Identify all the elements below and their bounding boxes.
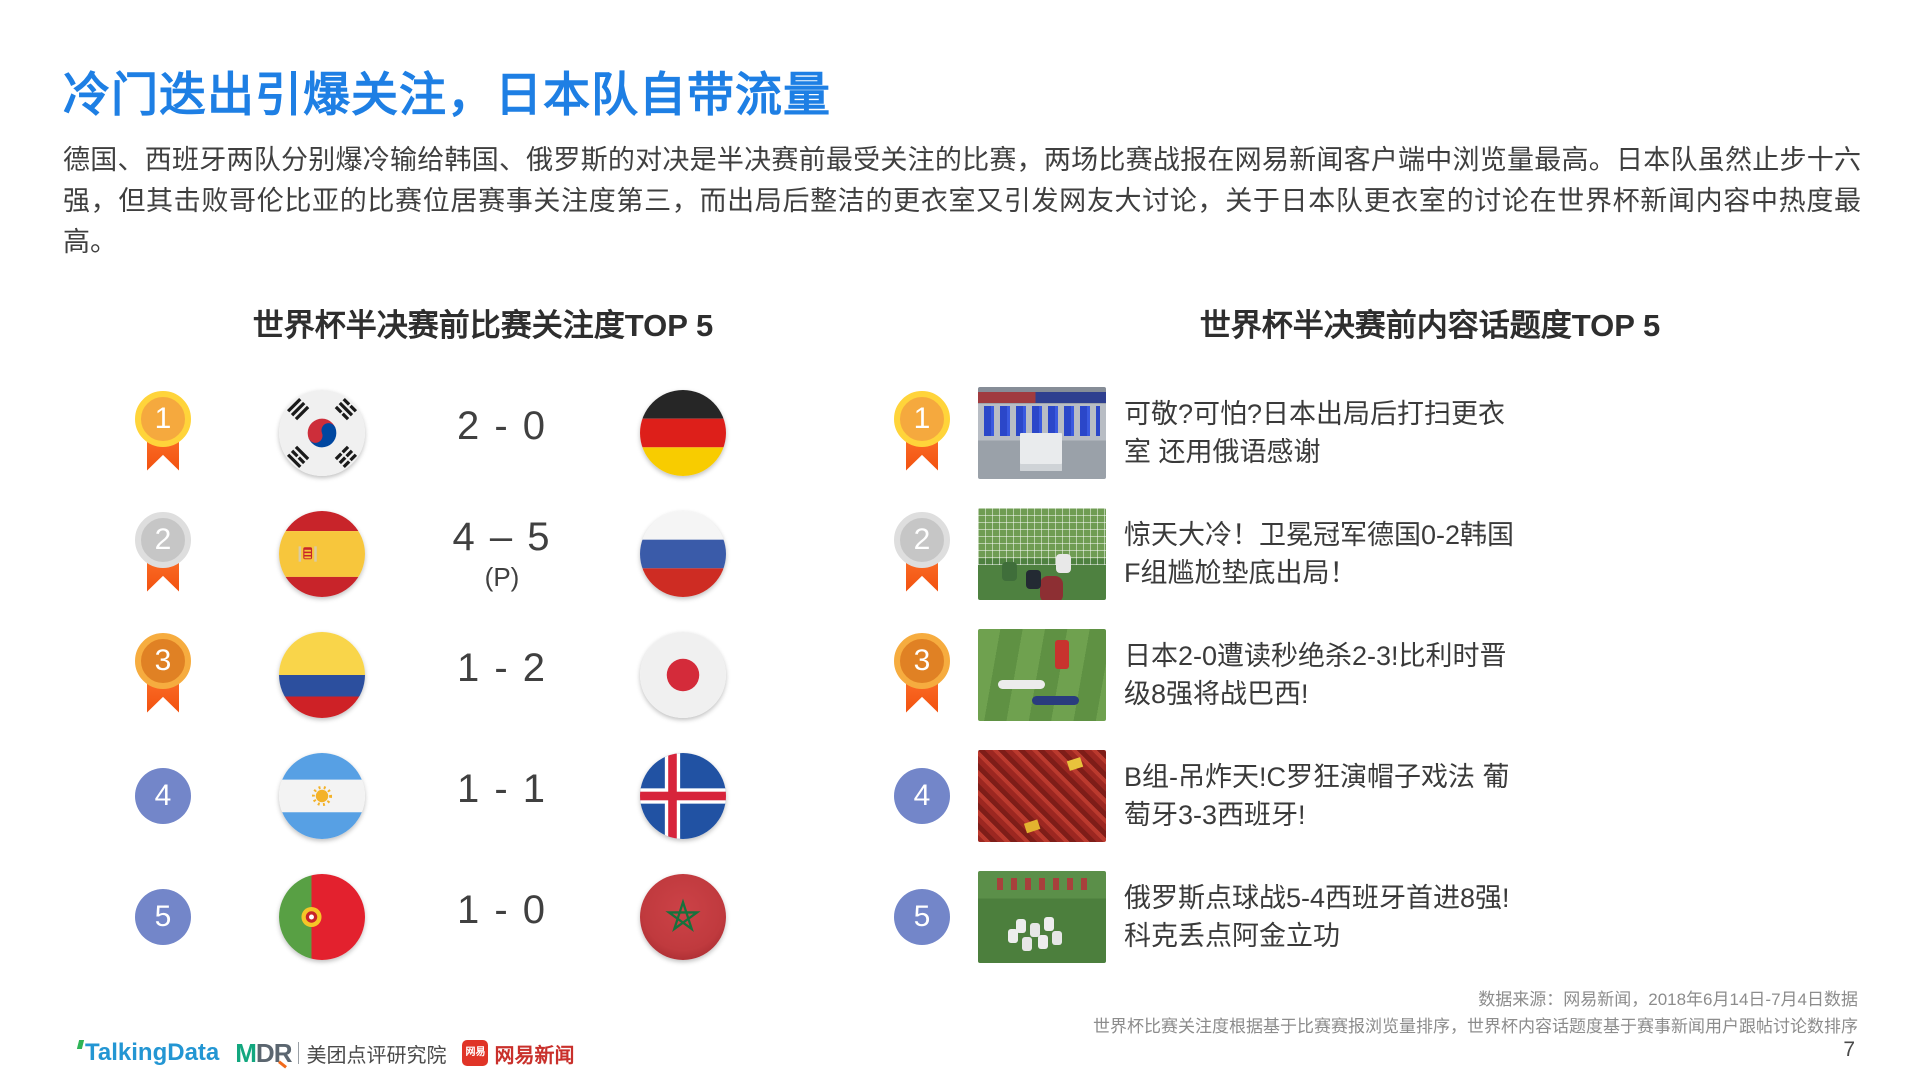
meituan-dianping-institute-logo: MDR 美团点评研究院: [235, 1038, 446, 1069]
flag-iceland-icon: [640, 752, 726, 839]
match-row-2: 2 4 – 5 (P): [75, 493, 755, 614]
topic-rank-1-medal-icon: 1: [894, 390, 950, 475]
germany-korea-match-photo: [978, 507, 1106, 600]
source-line-2: 世界杯比赛关注度根据基于比赛赛报浏览量排序，世界杯内容话题度基于赛事新闻用户跟帖…: [1093, 1017, 1858, 1036]
japan-locker-room-photo: [978, 386, 1106, 479]
meituan-institute-label: 美团点评研究院: [306, 1044, 447, 1067]
match-row-5: 5 1 - 0: [75, 856, 755, 977]
flag-morocco-icon: [640, 873, 726, 960]
flag-spain-icon: [279, 510, 365, 597]
topic-rank-5-badge: 5: [894, 888, 950, 945]
summary-paragraph: 德国、西班牙两队分别爆冷输给韩国、俄罗斯的对决是半决赛前最受关注的比赛，两场比赛…: [63, 145, 1861, 257]
topic-rank-3-medal-icon: 3: [894, 632, 950, 717]
flag-argentina-icon: [279, 752, 365, 839]
flag-russia-icon: [640, 510, 726, 597]
footer-logos: TalkingData MDR 美团点评研究院 网易 网易新闻: [76, 1038, 574, 1069]
flag-colombia-icon: [279, 631, 365, 718]
russia-penalty-celebration-photo: [978, 870, 1106, 963]
score-5: 1 - 0: [456, 888, 548, 932]
topic-ranking-title: 世界杯半决赛前内容话题度TOP 5: [1199, 308, 1661, 343]
rank-2-medal-icon: 2: [135, 511, 191, 596]
netease-news-logo: 网易 网易新闻: [462, 1039, 574, 1068]
page-title: 冷门迭出引爆关注，日本队自带流量: [63, 68, 831, 121]
score-1: 2 - 0: [456, 404, 548, 448]
score-3: 1 - 2: [456, 646, 548, 690]
match-row-3: 3 1 - 2: [75, 614, 755, 735]
mdr-mark-icon: MDR: [235, 1037, 292, 1068]
topic-row-5: 5 俄罗斯点球战5-4西班牙首进8强!科克丢点阿金立功: [872, 856, 1542, 977]
topic-rank-4-badge: 4: [894, 767, 950, 824]
topic-row-3: 3 日本2-0遭读秒绝杀2-3!比利时晋级8强将战巴西!: [872, 614, 1542, 735]
flag-portugal-icon: [279, 873, 365, 960]
match-row-1: 1 2 - 0: [75, 372, 755, 493]
flag-south-korea-icon: [279, 389, 365, 476]
rank-3-medal-icon: 3: [135, 632, 191, 717]
news-title-5: 俄罗斯点球战5-4西班牙首进8强!科克丢点阿金立功: [1124, 882, 1510, 951]
match-ranking-title: 世界杯半决赛前比赛关注度TOP 5: [252, 308, 714, 343]
logo-divider: [298, 1042, 300, 1064]
match-row-4: 4 1 - 1: [75, 735, 755, 856]
talkingdata-tick-icon: [76, 1040, 85, 1049]
flag-japan-icon: [640, 631, 726, 718]
match-ranking-list: 1 2 - 0 2: [75, 372, 755, 977]
page-number: 7: [1843, 1038, 1855, 1061]
score-2: 4 – 5 (P): [452, 514, 552, 592]
flag-germany-icon: [640, 389, 726, 476]
source-line-1: 数据来源：网易新闻，2018年6月14日-7月4日数据: [1478, 990, 1858, 1009]
portugal-spain-fans-photo: [978, 749, 1106, 842]
news-title-4: B组-吊炸天!C罗狂演帽子戏法 葡萄牙3-3西班牙!: [1124, 761, 1510, 830]
data-source-note: 数据来源：网易新闻，2018年6月14日-7月4日数据 世界杯比赛关注度根据基于…: [1093, 986, 1858, 1040]
score-4: 1 - 1: [456, 767, 548, 811]
topic-row-2: 2 惊天大冷！卫冕冠军德国0-2韩国 F组尴尬垫底出局！: [872, 493, 1542, 614]
news-title-1: 可敬?可怕?日本出局后打扫更衣室 还用俄语感谢: [1124, 398, 1506, 467]
rank-5-badge: 5: [135, 888, 191, 945]
topic-ranking-list: 1 可敬?可怕?日本出局后打扫更衣室 还用俄语感谢 2 惊天大冷！卫冕冠军德国0…: [872, 372, 1542, 977]
japan-belgium-match-photo: [978, 628, 1106, 721]
topic-row-1: 1 可敬?可怕?日本出局后打扫更衣室 还用俄语感谢: [872, 372, 1542, 493]
netease-news-label: 网易新闻: [494, 1044, 575, 1067]
talkingdata-logo: TalkingData: [76, 1039, 219, 1067]
news-title-3: 日本2-0遭读秒绝杀2-3!比利时晋级8强将战巴西!: [1124, 640, 1507, 709]
rank-1-medal-icon: 1: [135, 390, 191, 475]
topic-row-4: 4 B组-吊炸天!C罗狂演帽子戏法 葡萄牙3-3西班牙!: [872, 735, 1542, 856]
netease-badge-icon: 网易: [462, 1040, 489, 1066]
news-title-2: 惊天大冷！卫冕冠军德国0-2韩国 F组尴尬垫底出局！: [1124, 519, 1515, 588]
rank-4-badge: 4: [135, 767, 191, 824]
topic-rank-2-medal-icon: 2: [894, 511, 950, 596]
